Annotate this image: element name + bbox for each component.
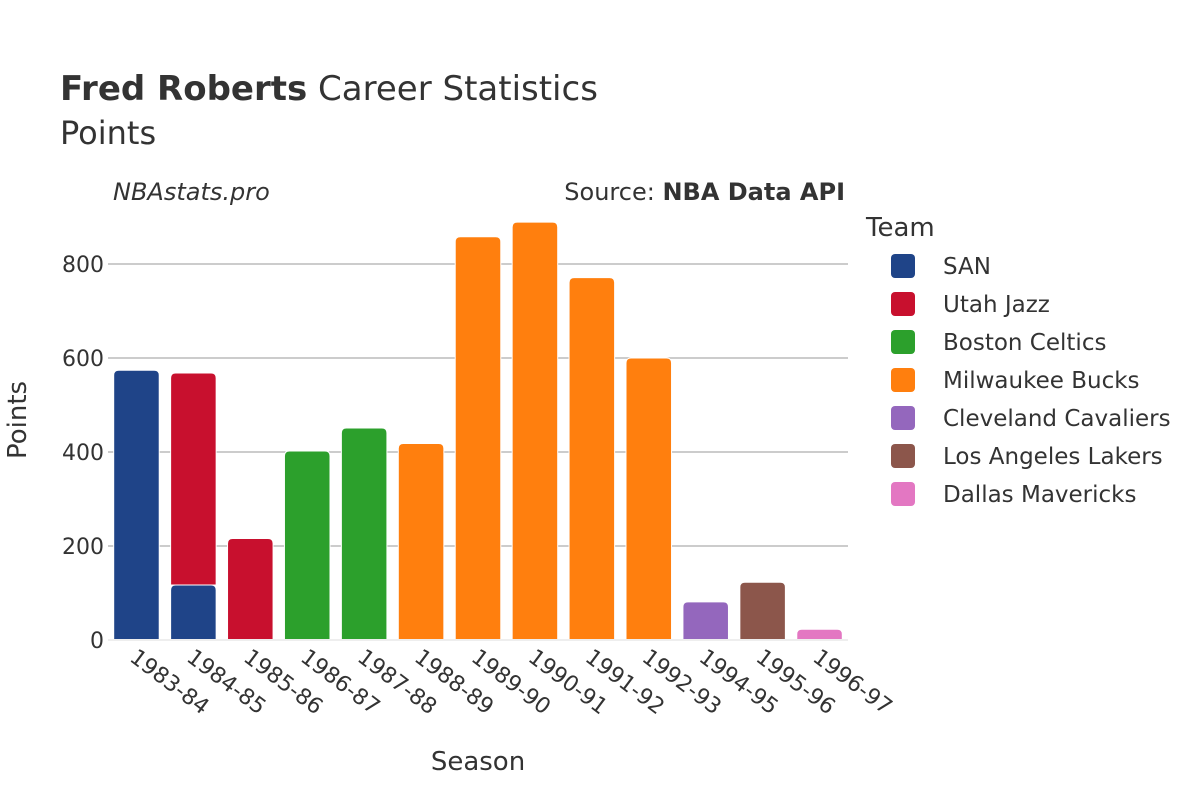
legend-label: SAN: [943, 254, 991, 280]
x-axis-ticks: 1983-841984-851985-861986-871987-881988-…: [125, 645, 897, 720]
bar-segment: [796, 628, 843, 641]
legend-label: Utah Jazz: [943, 292, 1050, 318]
bar-segment: [568, 277, 616, 641]
chart-title-rest: Career Statistics: [307, 69, 598, 109]
chart-subtitle: Points: [60, 114, 156, 152]
bars: [113, 221, 843, 641]
chart-title-bold: Fred Roberts: [60, 69, 307, 109]
y-tick-label: 200: [62, 535, 104, 560]
bar-segment: [170, 584, 217, 641]
y-axis-ticks: 0 200 400 600 800: [62, 253, 104, 654]
bar-segment: [340, 427, 388, 641]
source-name: NBA Data API: [662, 178, 845, 206]
legend-swatch: [891, 254, 915, 278]
legend-swatch: [891, 482, 915, 506]
bar-segment: [454, 236, 502, 641]
legend-label: Cleveland Cavaliers: [943, 406, 1171, 432]
x-axis-label: Season: [431, 747, 525, 777]
legend-label: Boston Celtics: [943, 330, 1106, 356]
legend-label: Milwaukee Bucks: [943, 368, 1140, 394]
bar-segment: [625, 357, 673, 641]
y-tick-label: 600: [62, 347, 104, 372]
watermark: NBAstats.pro: [113, 178, 270, 206]
bar-segment: [113, 369, 160, 641]
y-tick-label: 0: [90, 629, 104, 654]
bar-segment: [283, 450, 331, 641]
legend-swatch: [891, 406, 915, 430]
legend-title: Team: [865, 213, 935, 243]
y-axis-label: Points: [3, 381, 33, 459]
bar-segment: [170, 372, 217, 586]
bar-segment: [397, 443, 445, 641]
legend-swatch: [891, 330, 915, 354]
y-tick-label: 800: [62, 253, 104, 278]
source-label: Source: NBA Data API: [564, 178, 845, 206]
bar-segment: [682, 601, 729, 641]
bar-segment: [739, 581, 786, 641]
legend-swatch: [891, 368, 915, 392]
bar-segment: [227, 537, 274, 641]
bar-segment: [511, 221, 559, 641]
legend: SAN Utah Jazz Boston Celtics Milwaukee Buck…: [891, 254, 1171, 508]
legend-label: Dallas Mavericks: [943, 482, 1136, 508]
legend-swatch: [891, 292, 915, 316]
legend-swatch: [891, 444, 915, 468]
chart-title: Fred Roberts Career Statistics: [60, 69, 598, 109]
y-tick-label: 400: [62, 441, 104, 466]
source-prefix: Source:: [564, 178, 662, 206]
legend-label: Los Angeles Lakers: [943, 444, 1163, 470]
